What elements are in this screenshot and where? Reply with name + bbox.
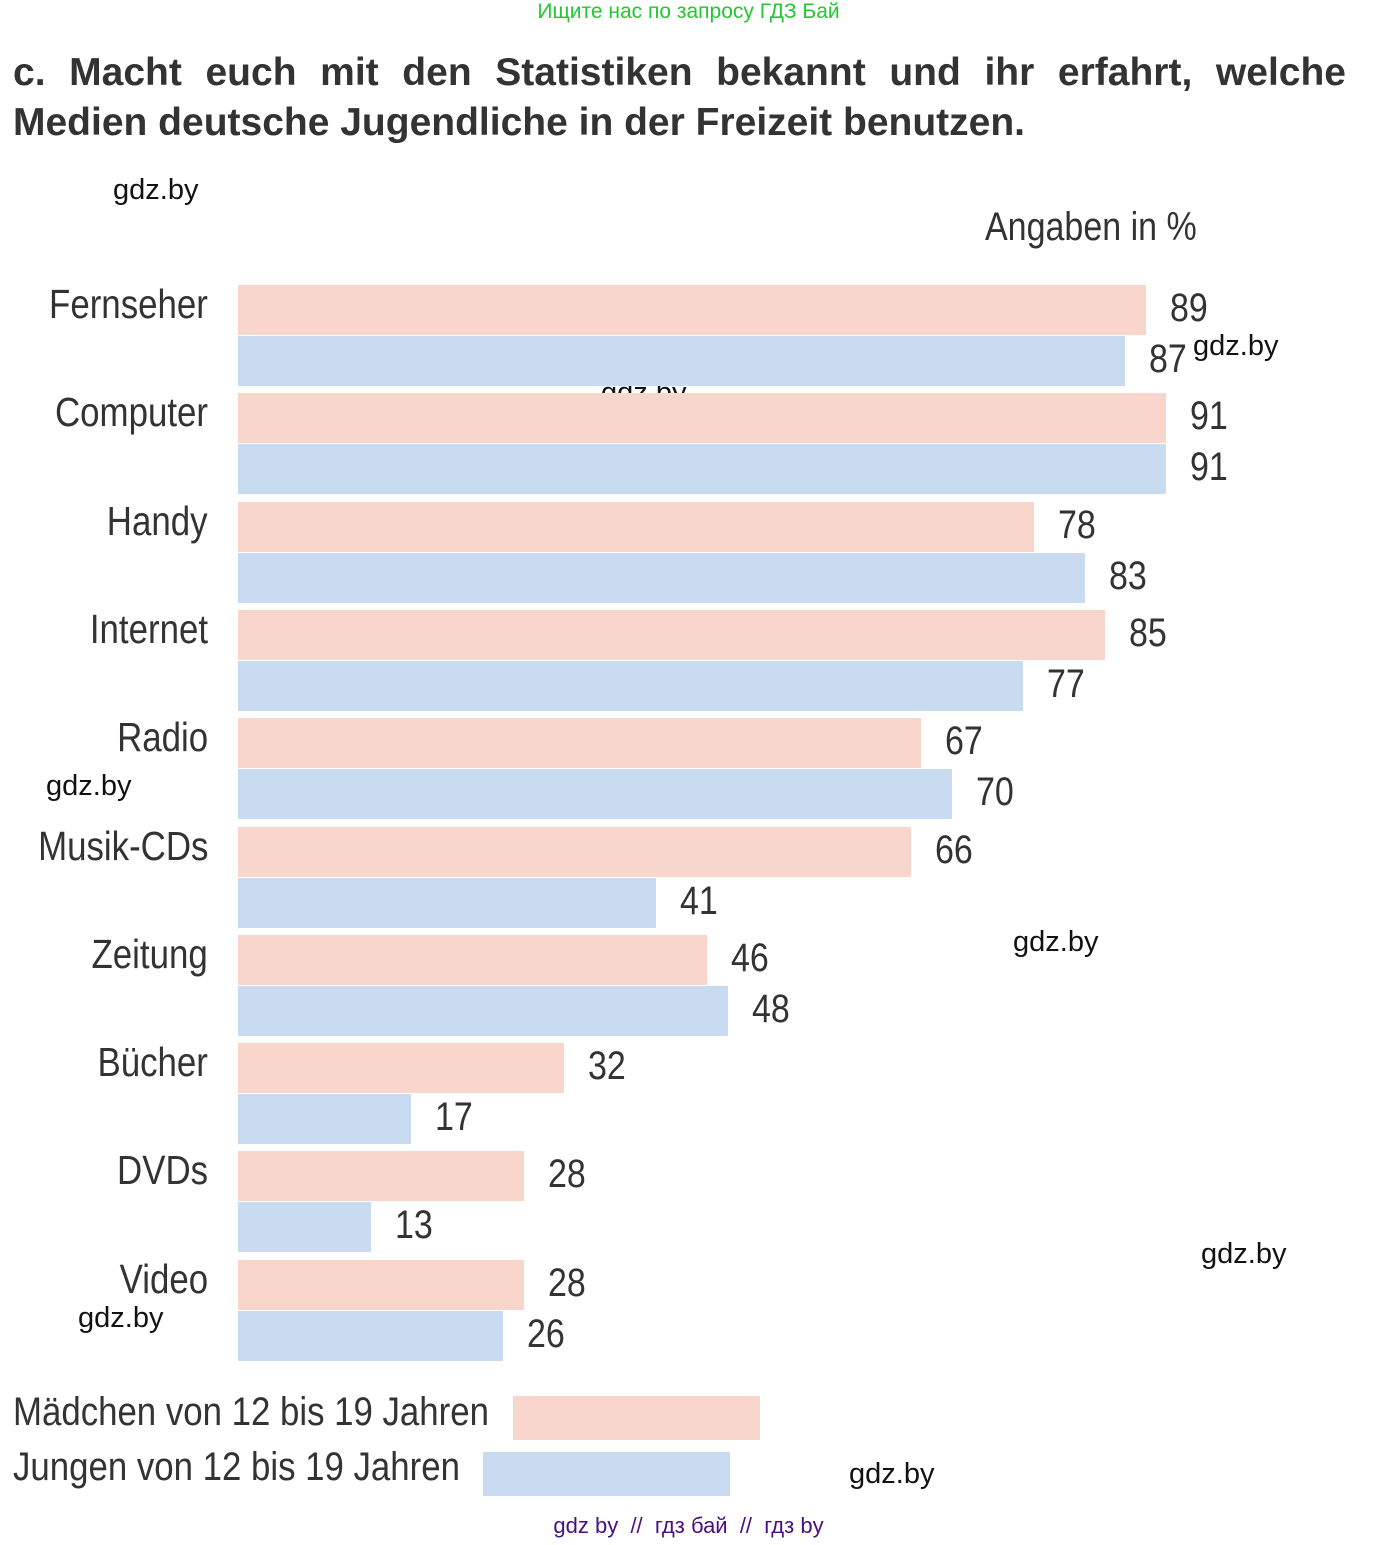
watermark: gdz.by xyxy=(1201,1238,1287,1270)
data-label: 28 xyxy=(547,1152,586,1197)
bar-girls-musik-cds xyxy=(238,826,912,877)
data-label: 28 xyxy=(547,1260,586,1305)
bar-girls-computer xyxy=(238,393,1167,444)
legend-label-boys: Jungen von 12 bis 19 Jahren xyxy=(13,1445,460,1489)
search-hint: Ищите нас по запросу ГДЗ Бай xyxy=(537,0,840,23)
data-label: 77 xyxy=(1047,661,1086,706)
bar-boys-fernseher xyxy=(238,336,1126,386)
bar-boys-computer xyxy=(238,444,1167,495)
bar-girls-zeitung xyxy=(238,934,708,985)
data-label: 70 xyxy=(976,770,1014,815)
watermark: gdz.by xyxy=(46,770,132,802)
legend-label-girls: Mädchen von 12 bis 19 Jahren xyxy=(13,1390,489,1434)
data-label: 48 xyxy=(751,986,790,1031)
legend-swatch-boys xyxy=(483,1452,730,1496)
bar-boys-musik-cds xyxy=(238,877,657,928)
data-label: 85 xyxy=(1129,610,1167,655)
data-label: 46 xyxy=(731,935,770,980)
category-label: Fernseher xyxy=(49,281,208,327)
data-label: 41 xyxy=(680,878,719,923)
bar-boys-zeitung xyxy=(238,985,728,1036)
bar-boys-video xyxy=(238,1310,504,1361)
bar-girls-fernseher xyxy=(238,285,1146,335)
bar-boys-dvds xyxy=(238,1202,371,1253)
data-label: 87 xyxy=(1149,337,1188,381)
bar-boys-bücher xyxy=(238,1094,412,1145)
data-label: 17 xyxy=(435,1095,474,1140)
watermark: gdz.by xyxy=(1013,926,1099,958)
data-label: 78 xyxy=(1057,502,1096,547)
bar-boys-radio xyxy=(238,769,952,820)
data-label: 26 xyxy=(527,1311,566,1356)
category-label: Video xyxy=(119,1255,208,1302)
category-label: Radio xyxy=(116,714,208,761)
footer-links: gdz by // гдз бай // гдз by xyxy=(553,1513,824,1538)
data-label: 91 xyxy=(1190,394,1229,439)
watermark: gdz.by xyxy=(1193,330,1279,362)
bar-boys-handy xyxy=(238,552,1085,603)
category-label: Zeitung xyxy=(91,930,208,977)
data-label: 91 xyxy=(1190,445,1229,490)
bar-girls-internet xyxy=(238,609,1105,660)
data-label: 32 xyxy=(588,1044,627,1089)
bar-boys-internet xyxy=(238,660,1024,711)
category-label: Internet xyxy=(89,605,208,652)
data-label: 13 xyxy=(394,1203,433,1248)
watermark: gdz.by xyxy=(849,1458,935,1490)
category-label: Handy xyxy=(107,497,208,544)
watermark: gdz.by xyxy=(113,174,199,206)
data-label: 83 xyxy=(1108,553,1147,598)
data-label: 67 xyxy=(945,719,984,764)
bar-girls-video xyxy=(238,1259,524,1310)
legend-swatch-girls xyxy=(513,1396,760,1440)
data-label: 89 xyxy=(1169,286,1208,330)
category-label: DVDs xyxy=(116,1147,208,1194)
data-label: 66 xyxy=(935,827,974,872)
unit-label: Angaben in % xyxy=(985,205,1197,249)
category-label: Computer xyxy=(54,389,208,436)
category-label: Bücher xyxy=(97,1039,208,1086)
exercise-heading: c. Macht euch mit den Statistiken bekann… xyxy=(13,51,1346,144)
bar-girls-dvds xyxy=(238,1151,524,1202)
bar-girls-handy xyxy=(238,501,1034,552)
category-label: Musik-CDs xyxy=(37,822,208,869)
bar-girls-radio xyxy=(238,718,922,769)
watermark: gdz.by xyxy=(78,1302,164,1334)
bar-girls-bücher xyxy=(238,1043,565,1094)
